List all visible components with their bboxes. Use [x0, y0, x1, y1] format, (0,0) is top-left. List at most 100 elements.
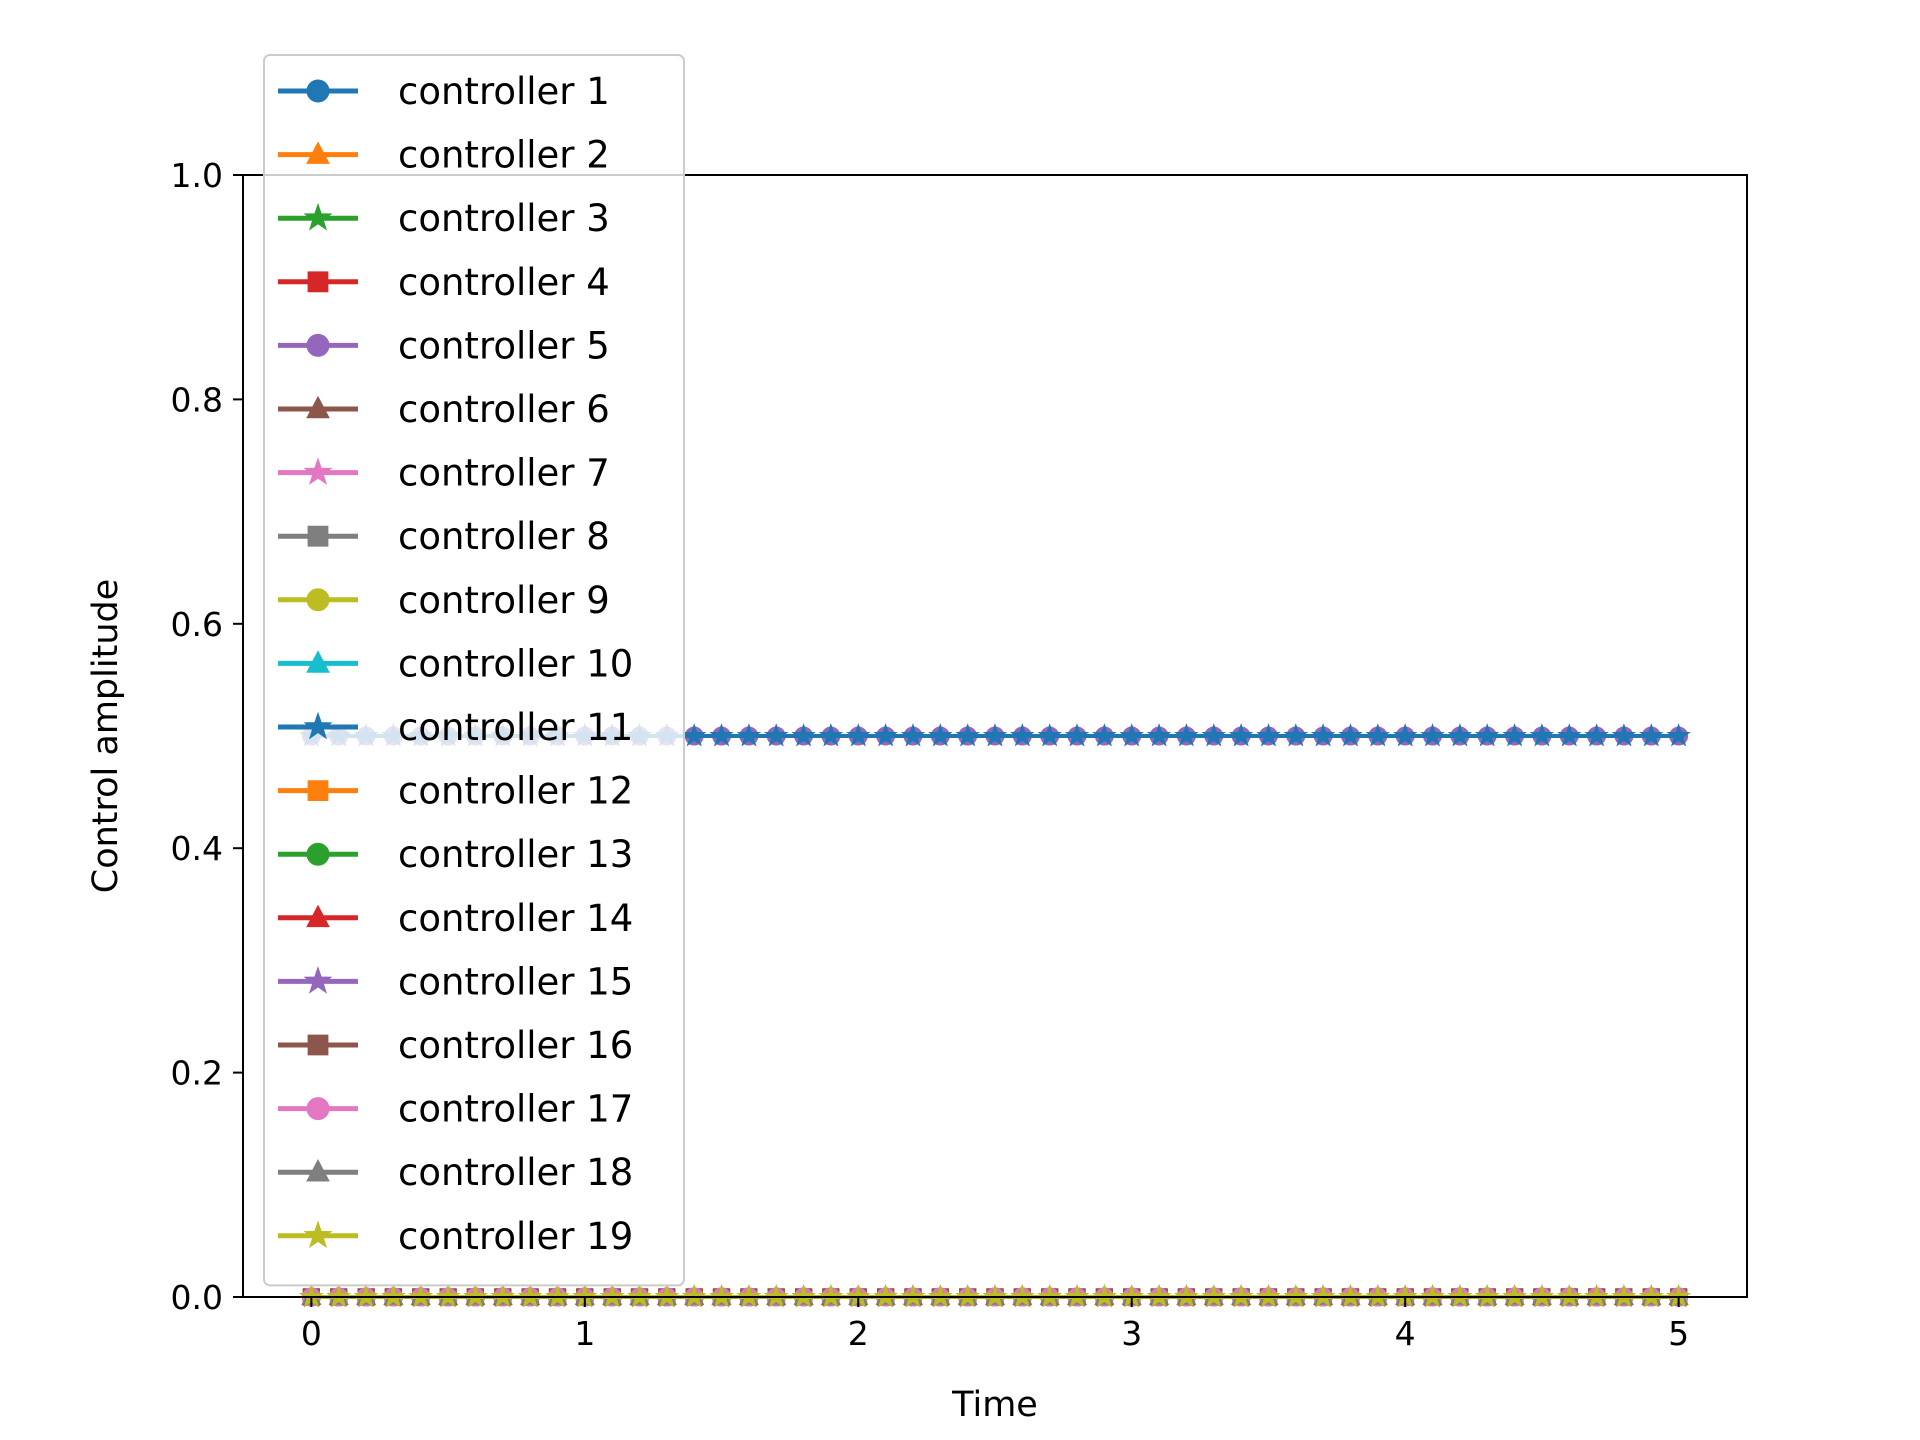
y-tick-label: 0.8	[171, 380, 223, 419]
x-axis: 0 1 2 3 4 5	[301, 1297, 1689, 1353]
data-point-11-41	[1393, 723, 1418, 747]
legend-item: controller 6	[278, 388, 610, 431]
legend-marker	[303, 457, 333, 485]
legend: controller 1 controller 2 controller 3 cont…	[263, 54, 685, 1287]
legend-marker	[307, 780, 329, 801]
legend-marker	[306, 1097, 330, 1121]
data-point-11-51	[1666, 723, 1691, 747]
data-point-11-23	[900, 723, 926, 747]
legend-label: controller 14	[398, 897, 633, 940]
data-point-19-3	[353, 1284, 379, 1308]
legend-item: controller 11	[278, 706, 633, 749]
x-tick-label: 2	[848, 1314, 869, 1353]
data-point-11-19	[791, 723, 816, 747]
data-point-11-42	[1420, 723, 1445, 747]
legend-label: controller 5	[398, 324, 610, 367]
data-point-11-24	[928, 723, 953, 747]
data-point-19-36	[1256, 1284, 1281, 1308]
legend-item: controller 16	[278, 1024, 633, 1067]
data-point-11-36	[1256, 723, 1281, 747]
legend-box	[263, 54, 685, 1287]
legend-item: controller 5	[278, 324, 610, 367]
data-point-19-18	[764, 1284, 789, 1308]
legend-marker	[306, 904, 330, 928]
legend-marker	[306, 1159, 330, 1182]
data-point-11-22	[873, 723, 898, 747]
data-point-19-22	[873, 1284, 898, 1308]
legend-marker	[306, 141, 330, 164]
data-point-11-47	[1557, 723, 1582, 747]
y-tick-label: 1.0	[171, 156, 223, 195]
data-point-19-45	[1502, 1284, 1527, 1308]
data-point-19-46	[1529, 1284, 1555, 1308]
legend-item: controller 4	[278, 261, 610, 304]
data-point-19-17	[736, 1284, 762, 1308]
legend-marker	[306, 333, 330, 357]
data-point-11-43	[1447, 723, 1473, 747]
data-point-19-4	[381, 1284, 406, 1308]
data-point-19-50	[1639, 1284, 1664, 1308]
legend-item: controller 8	[278, 515, 610, 558]
legend-marker	[303, 711, 333, 740]
legend-item: controller 19	[278, 1215, 633, 1258]
legend-marker	[303, 202, 333, 231]
legend-item: controller 13	[278, 833, 633, 876]
data-point-11-21	[846, 723, 871, 747]
legend-marker	[306, 79, 330, 103]
legend-marker	[303, 966, 333, 994]
data-point-19-24	[928, 1284, 953, 1308]
y-axis-label: Control amplitude	[86, 579, 126, 894]
data-point-19-32	[1146, 1284, 1172, 1308]
data-point-11-17	[736, 723, 762, 747]
x-tick-label: 0	[301, 1314, 322, 1353]
data-point-19-39	[1338, 1284, 1363, 1308]
legend-label: controller 16	[398, 1024, 633, 1067]
legend-item: controller 15	[278, 960, 633, 1003]
data-point-11-44	[1475, 723, 1500, 747]
legend-item: controller 7	[278, 452, 610, 495]
data-point-11-45	[1502, 723, 1527, 747]
data-point-11-26	[982, 723, 1008, 747]
data-point-19-40	[1365, 1284, 1390, 1308]
legend-marker	[307, 1034, 329, 1056]
data-point-19-30	[1092, 1284, 1117, 1308]
legend-marker	[306, 650, 330, 673]
data-point-11-32	[1146, 723, 1172, 747]
data-point-19-35	[1228, 1284, 1254, 1308]
data-point-19-29	[1064, 1284, 1090, 1308]
y-tick-label: 0.4	[171, 829, 223, 868]
y-tick-label: 0.6	[171, 605, 223, 644]
legend-marker	[307, 525, 329, 547]
data-point-11-40	[1365, 723, 1390, 747]
data-point-11-15	[682, 723, 707, 747]
legend-item: controller 9	[278, 579, 610, 622]
data-point-19-5	[408, 1284, 433, 1308]
legend-item: controller 17	[278, 1088, 633, 1131]
legend-item: controller 18	[278, 1151, 633, 1194]
data-point-19-38	[1310, 1284, 1336, 1308]
data-point-19-8	[490, 1284, 515, 1308]
data-point-19-26	[982, 1284, 1008, 1308]
data-point-11-27	[1010, 723, 1035, 747]
data-point-19-47	[1557, 1284, 1582, 1308]
legend-marker	[306, 588, 330, 612]
axes-frame	[242, 174, 1748, 1298]
data-point-11-50	[1639, 723, 1664, 747]
legend-label: controller 17	[398, 1088, 633, 1131]
data-point-19-7	[463, 1284, 488, 1308]
legend-marker	[303, 1220, 333, 1249]
data-point-11-37	[1283, 723, 1308, 747]
legend-label: controller 7	[398, 452, 610, 495]
data-point-11-16	[709, 723, 734, 747]
legend-label: controller 3	[398, 197, 610, 240]
legend-label: controller 6	[398, 388, 610, 431]
legend-item: controller 1	[278, 70, 610, 113]
legend-label: controller 9	[398, 579, 610, 622]
legend-item: controller 2	[278, 134, 610, 177]
legend-marker	[306, 395, 330, 419]
data-point-19-20	[818, 1284, 844, 1308]
data-point-11-33	[1174, 723, 1199, 747]
data-point-11-30	[1092, 723, 1117, 747]
data-point-19-14	[654, 1284, 680, 1308]
legend-label: controller 12	[398, 770, 633, 813]
